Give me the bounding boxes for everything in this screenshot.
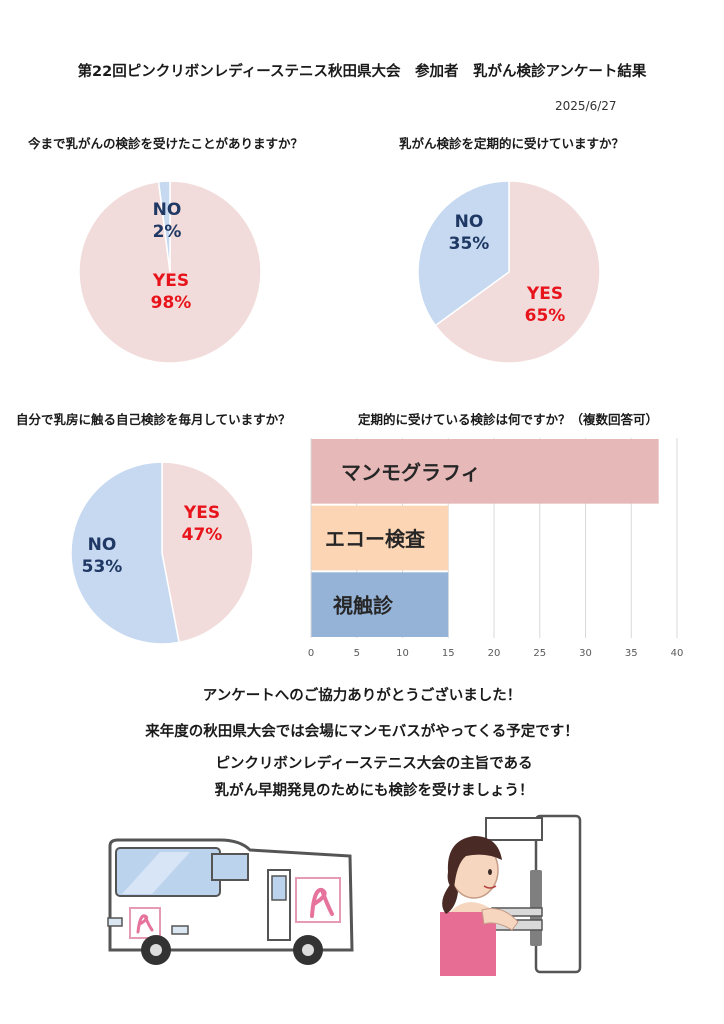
pie2-question: 乳がん検診を定期的に受けていますか？	[399, 136, 625, 151]
pie1-pct-no: 2%	[153, 222, 182, 242]
bar-category-label-0: マンモグラフィ	[341, 460, 481, 484]
pie3-pct-no: 53%	[82, 557, 123, 577]
mammography-exam-illustration	[440, 814, 582, 976]
bar-x-tick-label: 40	[671, 648, 684, 659]
bar-2	[311, 572, 449, 637]
pie2-pct-yes: 65%	[525, 306, 566, 326]
pie1-label-no: NO	[153, 200, 182, 220]
page-title: 第22回ピンクリボンレディーステニス秋田県大会 参加者 乳がん検診アンケート結果	[77, 64, 647, 80]
purpose-message: ピンクリボンレディーステニス大会の主旨である	[215, 756, 533, 772]
mammography-bus-illustration	[107, 838, 354, 965]
bar-0	[311, 439, 659, 504]
pie3-label-yes: YES	[183, 503, 220, 523]
bar-x-tick-label: 30	[579, 648, 592, 659]
bar-x-tick-label: 20	[488, 648, 501, 659]
pie1-label-yes: YES	[152, 271, 189, 291]
pie3-pct-yes: 47%	[182, 525, 223, 545]
bar-question: 定期的に受けている検診は何ですか？（複数回答可）	[358, 412, 659, 427]
thanks-message: アンケートへのご協力ありがとうございました！	[202, 688, 522, 704]
pie3-slice-yes	[161, 461, 254, 644]
bar-category-label-2: 視触診	[332, 594, 394, 618]
bar-x-tick-label: 10	[396, 648, 409, 659]
pie2-label-no: NO	[455, 212, 484, 232]
bar-x-tick-label: 0	[308, 648, 314, 659]
pie2-slice-yes	[434, 180, 601, 364]
pie1-question: 今まで乳がんの検診を受けたことがありますか？	[28, 136, 304, 151]
bar-1	[311, 505, 449, 571]
pie1-pct-yes: 98%	[151, 293, 192, 313]
bar-x-tick-label: 35	[625, 648, 638, 659]
bar-x-tick-label: 15	[442, 648, 455, 659]
bar-x-tick-label: 5	[354, 648, 360, 659]
pie3-label-no: NO	[88, 535, 117, 555]
pie2-slice-no	[417, 180, 510, 327]
bar-x-tick-label: 25	[533, 648, 546, 659]
pie2-pct-no: 35%	[449, 234, 490, 254]
bus-announcement: 来年度の秋田県大会では会場にマンモバスがやってくる予定です！	[145, 724, 579, 740]
pie3-slice-no	[70, 461, 180, 645]
pie2-label-yes: YES	[526, 284, 563, 304]
bar-category-label-1: エコー検査	[325, 527, 425, 551]
pie1-slice-no	[157, 180, 171, 273]
pie3-question: 自分で乳房に触る自己検診を毎月していますか？	[16, 412, 291, 427]
survey-date: 2025/6/27	[555, 99, 617, 113]
encourage-message: 乳がん早期発見のためにも検診を受けましょう！	[214, 783, 534, 799]
